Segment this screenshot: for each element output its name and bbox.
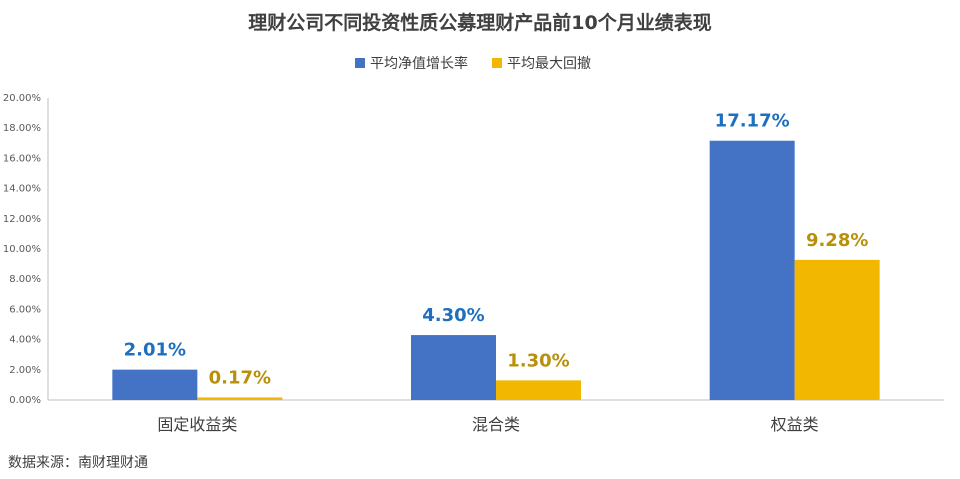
- y-tick-label: 2.00%: [9, 365, 41, 376]
- data-label-drawdown: 9.28%: [806, 230, 868, 251]
- legend: 平均净值增长率 平均最大回撤: [355, 55, 591, 72]
- x-category-label: 权益类: [771, 415, 819, 434]
- legend-swatch-growth: [355, 58, 365, 68]
- y-tick-label: 4.00%: [9, 335, 41, 346]
- bar-growth: [411, 335, 496, 400]
- legend-label-drawdown: 平均最大回撤: [507, 56, 591, 72]
- y-axis: 0.00% 2.00% 4.00% 6.00% 8.00% 10.00% 12.00% 14.…: [3, 93, 49, 406]
- data-label-growth: 17.17%: [715, 111, 790, 132]
- x-category-label: 混合类: [472, 415, 520, 434]
- y-tick-label: 6.00%: [9, 304, 41, 315]
- y-tick-label: 18.00%: [3, 123, 41, 134]
- data-label-drawdown: 1.30%: [507, 350, 569, 371]
- y-tick-label: 12.00%: [3, 214, 41, 225]
- y-tick-label: 0.00%: [9, 395, 41, 406]
- y-tick-label: 10.00%: [3, 244, 41, 255]
- y-tick-label: 14.00%: [3, 184, 41, 195]
- y-tick-label: 8.00%: [9, 274, 41, 285]
- data-label-growth: 4.30%: [422, 305, 484, 326]
- bar-drawdown: [794, 259, 880, 400]
- bars: 2.01% 0.17% 4.30% 1.30% 17.17% 9.28%: [112, 111, 880, 400]
- data-label-drawdown: 0.17%: [209, 367, 271, 388]
- y-tick-label: 20.00%: [3, 93, 41, 104]
- source-note: 数据来源：南财理财通: [8, 455, 148, 471]
- legend-label-growth: 平均净值增长率: [370, 55, 468, 72]
- bar-drawdown: [496, 380, 581, 400]
- chart-title: 理财公司不同投资性质公募理财产品前10个月业绩表现: [248, 11, 711, 34]
- bar-growth: [709, 140, 795, 400]
- bar-drawdown: [197, 397, 283, 400]
- y-tick-label: 16.00%: [3, 153, 41, 164]
- legend-swatch-drawdown: [492, 58, 502, 68]
- category-labels: 固定收益类 混合类 权益类: [157, 415, 818, 434]
- x-category-label: 固定收益类: [157, 415, 237, 434]
- data-label-growth: 2.01%: [124, 340, 186, 361]
- bar-growth: [112, 369, 198, 400]
